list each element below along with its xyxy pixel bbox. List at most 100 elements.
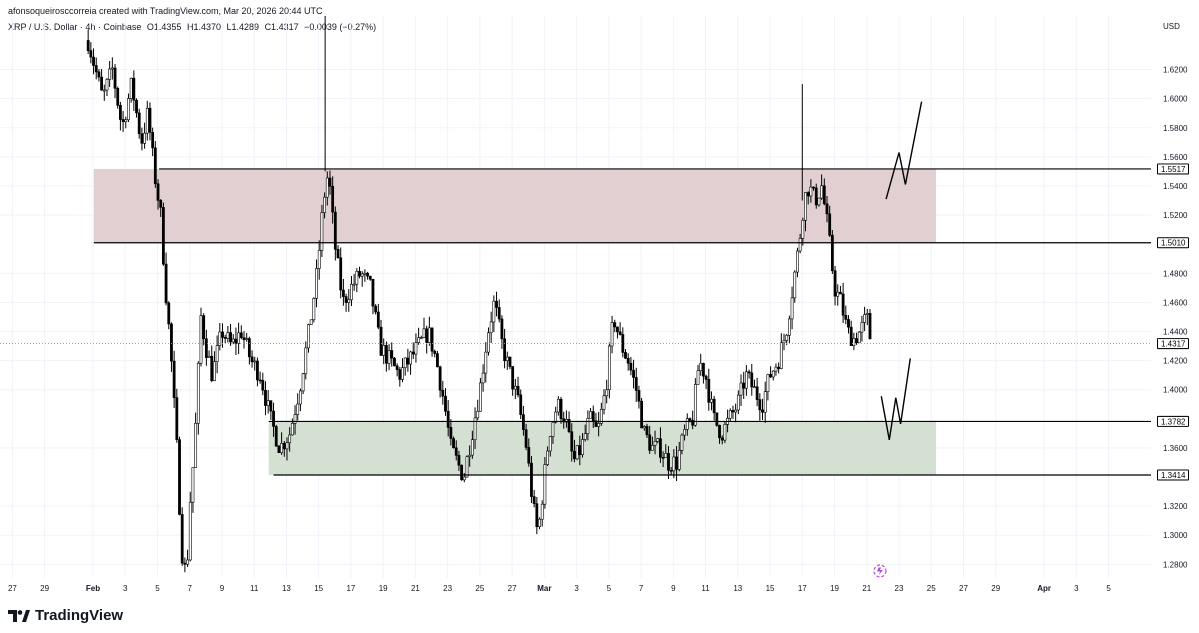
candle[interactable] [414, 333, 418, 363]
candle[interactable] [411, 342, 415, 360]
candle[interactable] [632, 359, 635, 389]
candle[interactable] [511, 366, 515, 396]
candle[interactable] [446, 400, 450, 437]
candle[interactable] [718, 424, 721, 444]
candle[interactable] [470, 430, 474, 459]
candle[interactable] [806, 191, 810, 205]
candle[interactable] [610, 315, 614, 354]
candle[interactable] [191, 467, 195, 513]
candle[interactable] [202, 313, 206, 346]
candle[interactable] [312, 297, 316, 323]
candle[interactable] [333, 206, 337, 261]
candle[interactable] [817, 197, 821, 207]
candle[interactable] [239, 325, 243, 340]
candle[interactable] [293, 405, 297, 435]
candle[interactable] [113, 64, 117, 99]
candle[interactable] [159, 199, 163, 217]
candle[interactable] [645, 423, 649, 438]
candle[interactable] [742, 371, 746, 399]
candle[interactable] [696, 364, 700, 385]
price-label-box[interactable]: 1.5010 [1157, 237, 1189, 249]
candle[interactable] [457, 450, 461, 471]
candle[interactable] [124, 116, 128, 129]
candle[interactable] [237, 322, 241, 355]
candle[interactable] [148, 102, 152, 141]
candle[interactable] [548, 435, 552, 457]
price-label-box[interactable]: 1.3414 [1157, 469, 1189, 481]
candle[interactable] [320, 204, 324, 257]
candle[interactable] [261, 372, 265, 396]
candle[interactable] [828, 205, 832, 237]
candle[interactable] [704, 374, 708, 390]
candle[interactable] [865, 308, 869, 326]
candle[interactable] [755, 377, 759, 407]
candle[interactable] [820, 174, 824, 200]
candle[interactable] [586, 410, 590, 441]
candle[interactable] [269, 400, 273, 420]
candle[interactable] [779, 333, 783, 370]
candle[interactable] [366, 271, 369, 280]
candle[interactable] [465, 455, 469, 478]
candle[interactable] [438, 365, 442, 398]
candle[interactable] [247, 336, 251, 365]
candle[interactable] [473, 407, 477, 449]
candle[interactable] [809, 179, 813, 203]
tradingview-brand[interactable]: TradingView [8, 607, 123, 624]
candle[interactable] [495, 291, 498, 317]
candle[interactable] [691, 410, 695, 430]
candle[interactable] [355, 268, 359, 293]
candle[interactable] [250, 350, 254, 368]
candle[interactable] [712, 396, 716, 421]
candle[interactable] [868, 309, 872, 340]
candle[interactable] [231, 334, 235, 345]
candle[interactable] [135, 98, 138, 118]
candle[interactable] [151, 127, 155, 157]
candle[interactable] [699, 353, 703, 376]
candle[interactable] [441, 380, 445, 405]
candle[interactable] [605, 379, 609, 404]
candle[interactable] [736, 390, 740, 415]
candle[interactable] [285, 437, 289, 461]
candle[interactable] [172, 350, 176, 408]
candle[interactable] [213, 351, 216, 382]
candle[interactable] [315, 259, 318, 308]
candle[interactable] [119, 101, 122, 131]
candle[interactable] [833, 266, 837, 306]
candle[interactable] [409, 350, 412, 375]
candle[interactable] [358, 266, 361, 279]
candle[interactable] [468, 445, 472, 467]
candle[interactable] [570, 423, 574, 462]
candle[interactable] [350, 275, 353, 307]
candle[interactable] [505, 351, 509, 370]
candle[interactable] [556, 396, 560, 416]
candle[interactable] [804, 192, 807, 232]
candle[interactable] [417, 327, 421, 345]
candle[interactable] [822, 178, 826, 206]
candle[interactable] [143, 122, 146, 149]
candle[interactable] [753, 379, 756, 389]
candle[interactable] [659, 427, 662, 463]
candle[interactable] [771, 370, 775, 381]
candle[interactable] [360, 271, 364, 287]
candle[interactable] [578, 435, 582, 466]
candle[interactable] [693, 378, 697, 427]
candle[interactable] [731, 405, 735, 419]
candle[interactable] [170, 322, 173, 372]
candle[interactable] [728, 408, 732, 422]
candle[interactable] [761, 398, 764, 421]
candle[interactable] [242, 331, 246, 349]
candle[interactable] [481, 364, 485, 392]
candle[interactable] [650, 436, 654, 451]
candle[interactable] [589, 407, 592, 419]
candle[interactable] [272, 402, 275, 437]
candle[interactable] [102, 84, 106, 101]
candle[interactable] [288, 427, 292, 452]
candle[interactable] [390, 342, 394, 367]
candle[interactable] [110, 57, 114, 80]
candle[interactable] [492, 295, 496, 333]
candle[interactable] [613, 319, 617, 333]
candle[interactable] [108, 60, 112, 87]
candle[interactable] [487, 327, 490, 356]
candle[interactable] [245, 332, 249, 342]
